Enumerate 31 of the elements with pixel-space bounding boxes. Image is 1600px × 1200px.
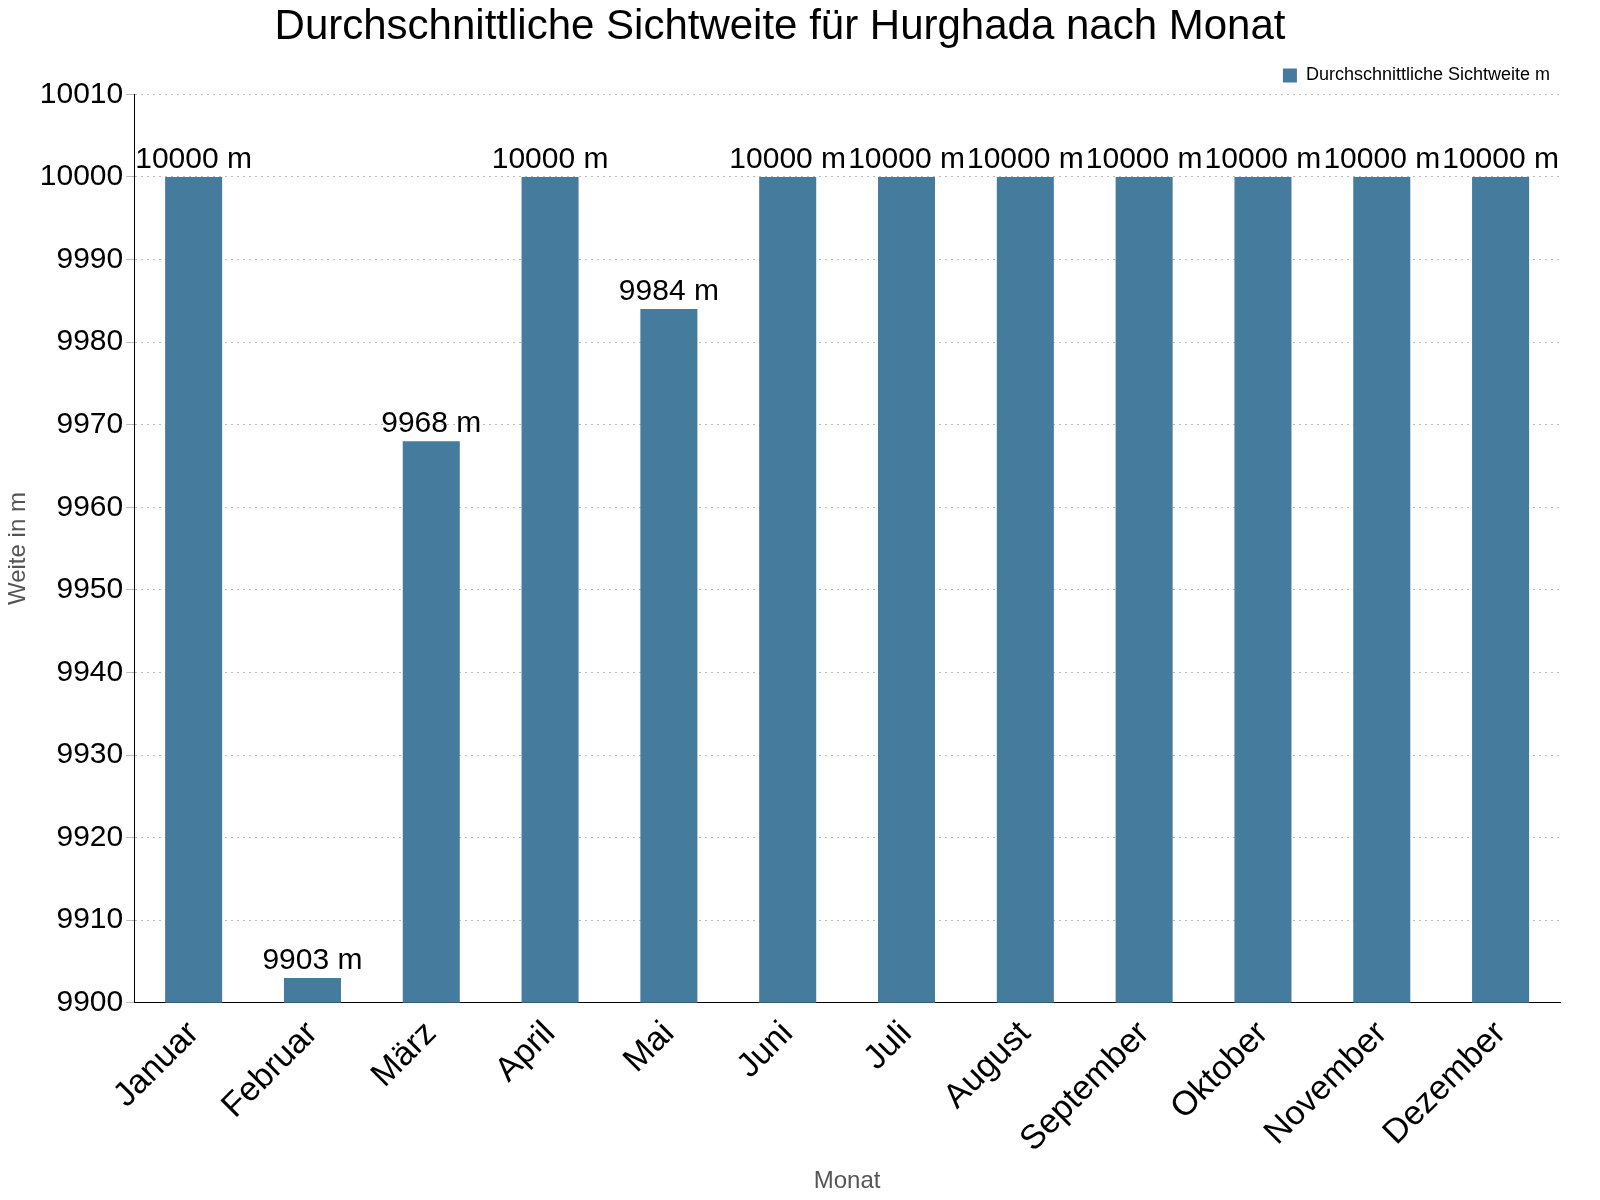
data-label: 9984 m [618,273,719,307]
y-tick-label: 9900 [56,984,124,1018]
y-tick-label: 9950 [56,571,124,605]
data-label: 10000 m [1085,141,1203,175]
y-tick-label: 9980 [56,323,124,357]
data-label: 10000 m [1323,141,1441,175]
data-label: 10000 m [1442,141,1559,175]
legend-label: Durchschnittliche Sichtweite m [1305,64,1550,85]
y-tick-label: 9960 [56,488,124,522]
y-tick-label: 9990 [56,240,124,274]
data-label: 9968 m [381,405,482,439]
data-label: 10000 m [848,141,965,175]
y-tick-label: 10010 [39,75,124,109]
y-tick-label: 10000 [39,158,124,192]
y-tick-label: 9940 [56,653,124,687]
y-axis-title: Weite in m [3,492,31,606]
x-tick-label: Juni [728,1012,800,1084]
x-axis-title: Monat [813,1166,881,1194]
data-label: 10000 m [491,141,609,175]
data-label: 10000 m [966,141,1084,175]
chart-title: Durchschnittliche Sichtweite für Hurghada nach Monat [274,0,1286,48]
y-tick-label: 9920 [56,818,124,852]
data-label: 10000 m [1204,141,1322,175]
y-tick-label: 9970 [56,405,124,439]
data-label: 10000 m [729,141,847,175]
y-tick-label: 9910 [56,901,124,935]
data-label: 10000 m [135,141,253,175]
y-tick-label: 9930 [56,736,124,770]
data-label: 9903 m [262,942,363,976]
x-tick-label: Mai [614,1012,681,1079]
x-tick-label: Juli [855,1012,919,1076]
